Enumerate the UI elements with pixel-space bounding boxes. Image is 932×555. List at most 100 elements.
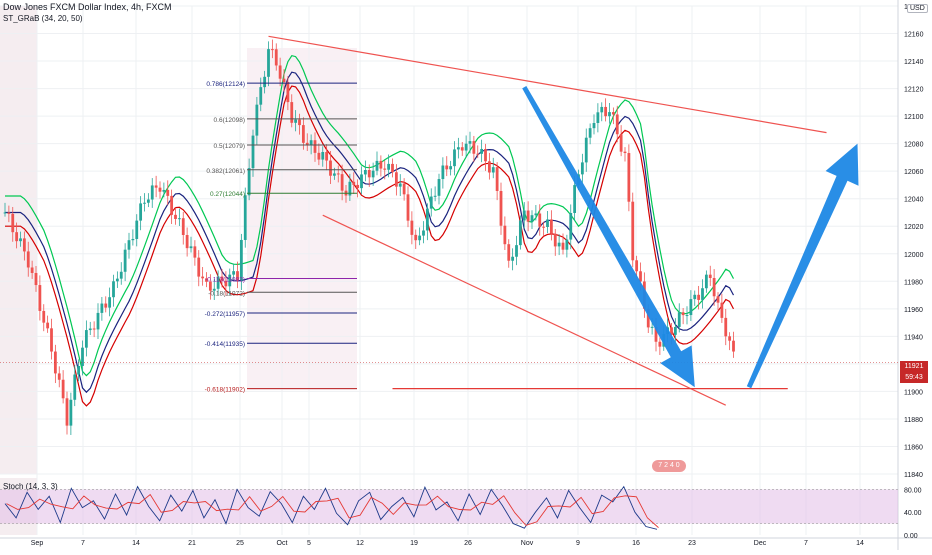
- candle-body: [3, 212, 7, 214]
- candle-body: [177, 218, 181, 220]
- candle-body: [69, 399, 73, 426]
- candle-body: [515, 245, 518, 257]
- candle-body: [371, 170, 375, 178]
- candle-body: [278, 65, 282, 79]
- x-tick-label: Oct: [277, 540, 288, 547]
- candle-body: [580, 162, 584, 175]
- candle-body: [720, 302, 724, 318]
- y-tick-label: 11960: [904, 307, 923, 314]
- candle-body: [34, 272, 38, 286]
- y-tick-label: 12120: [904, 87, 924, 94]
- candle-body: [201, 276, 205, 279]
- x-tick-label: 23: [688, 540, 696, 547]
- candle-body: [247, 168, 251, 196]
- candle-body: [604, 106, 608, 117]
- currency-label[interactable]: USD: [907, 4, 928, 13]
- candle-body: [549, 219, 553, 234]
- x-tick-label: 25: [236, 540, 244, 547]
- candle-body: [317, 152, 321, 160]
- candle-body: [635, 260, 639, 272]
- x-tick-label: 21: [188, 540, 196, 547]
- candle-body: [437, 179, 441, 196]
- candle-body: [174, 214, 177, 219]
- candle-body: [619, 134, 623, 152]
- candle-body: [557, 242, 561, 247]
- candle-body: [704, 274, 708, 289]
- y-tick-label: 12040: [904, 197, 924, 204]
- candle-body: [232, 271, 236, 275]
- projection-arrow: [522, 86, 695, 388]
- candle-body: [158, 187, 162, 192]
- candle-body: [487, 161, 491, 173]
- candle-body: [453, 149, 456, 167]
- x-tick-label: 12: [356, 540, 364, 547]
- x-tick-label: 14: [132, 540, 140, 547]
- events-badge[interactable]: 7 2 4 0: [652, 460, 686, 472]
- current-price-tag: 11921: [900, 361, 928, 372]
- candle-body: [96, 312, 100, 330]
- candle-body: [294, 119, 298, 123]
- candle-body: [449, 166, 453, 170]
- candle-body: [263, 76, 267, 88]
- y-tick-label: 11900: [904, 389, 923, 396]
- candle-body: [472, 141, 476, 154]
- trend-line: [268, 35, 827, 134]
- stoch-d-line: [6, 493, 659, 528]
- candle-body: [286, 82, 290, 103]
- candle-body: [456, 147, 460, 150]
- bar-countdown-tag: 59:43: [900, 372, 928, 383]
- y-tick-label: 11840: [904, 472, 923, 479]
- y-tick-label: 11980: [904, 279, 923, 286]
- candle-body: [104, 303, 108, 308]
- candle-body: [538, 213, 542, 227]
- candle-body: [565, 239, 569, 250]
- candle-body: [441, 165, 445, 180]
- candle-body: [340, 174, 344, 191]
- candle-body: [542, 226, 546, 228]
- candle-body: [491, 167, 495, 173]
- candle-body: [19, 238, 22, 242]
- candle-body: [429, 196, 433, 209]
- candle-body: [422, 230, 425, 236]
- candle-body: [77, 366, 81, 375]
- candle-body: [216, 276, 220, 289]
- candle-body: [511, 256, 515, 261]
- candle-body: [270, 49, 274, 51]
- candle-body: [309, 140, 313, 146]
- candle-body: [30, 267, 34, 273]
- candle-body: [81, 347, 84, 367]
- candle-body: [518, 220, 522, 246]
- y-tick-label: 12080: [904, 142, 924, 149]
- fib-level-label: 0.6(12098): [214, 117, 245, 124]
- fib-level-label: 0.382(12061): [206, 168, 245, 175]
- candle-body: [46, 322, 50, 329]
- y-tick-label: 12020: [904, 224, 924, 231]
- y-tick-label: 11880: [904, 417, 923, 424]
- candle-body: [387, 163, 391, 170]
- x-tick-label: 9: [576, 540, 580, 547]
- candle-body: [363, 169, 367, 175]
- candle-body: [243, 195, 247, 240]
- x-tick-label: 7: [804, 540, 808, 547]
- candle-body: [154, 185, 158, 188]
- candle-body: [332, 173, 336, 176]
- candle-body: [379, 160, 383, 169]
- candle-body: [88, 328, 92, 331]
- stoch-k-line: [4, 485, 658, 530]
- y-tick-label: 12100: [904, 114, 924, 121]
- candle-body: [611, 112, 615, 115]
- candle-body: [7, 212, 11, 214]
- candle-body: [530, 215, 534, 222]
- candle-body: [507, 244, 511, 261]
- x-tick-label: Sep: [31, 540, 44, 547]
- candle-body: [135, 220, 139, 239]
- candle-body: [375, 160, 379, 171]
- candle-body: [418, 235, 422, 241]
- candle-body: [119, 271, 123, 279]
- candle-body: [112, 281, 115, 298]
- candle-body: [325, 152, 329, 161]
- fib-level-label: -0.18(11972): [208, 290, 245, 297]
- candle-body: [123, 249, 127, 272]
- candle-body: [267, 49, 270, 77]
